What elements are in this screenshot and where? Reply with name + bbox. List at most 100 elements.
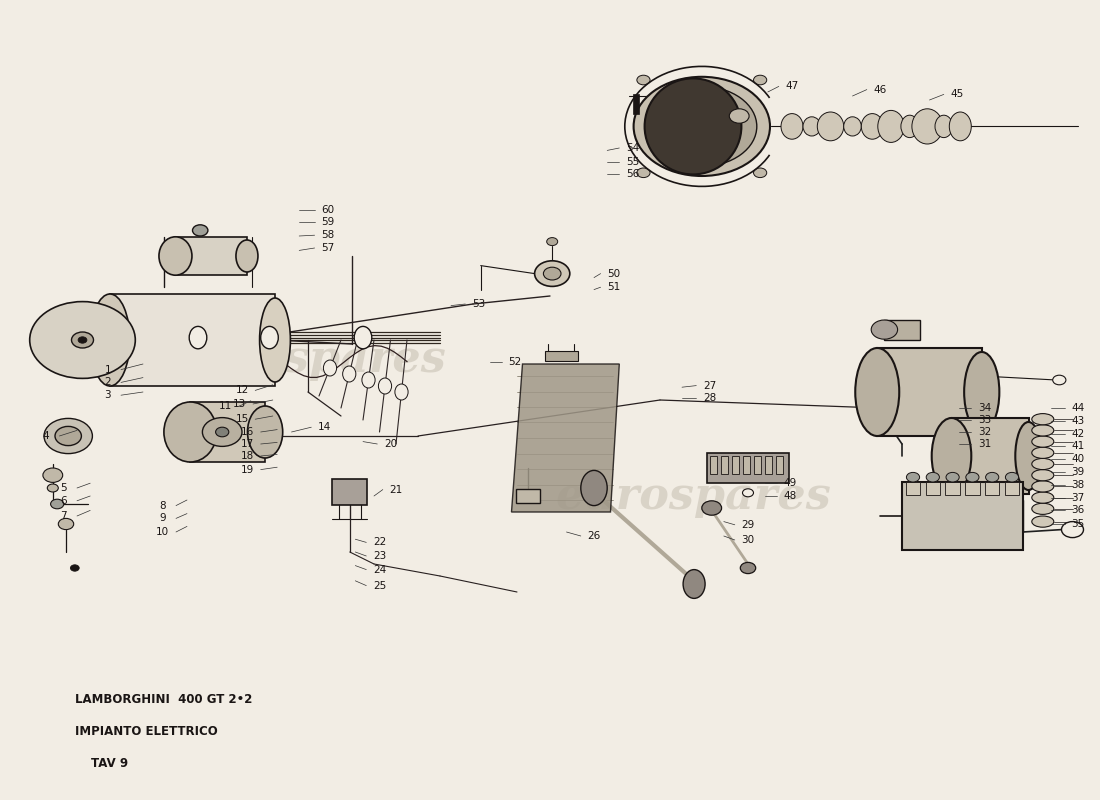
Text: 56: 56 [626, 170, 639, 179]
Text: 57: 57 [321, 243, 334, 253]
Ellipse shape [1032, 481, 1054, 492]
Ellipse shape [189, 326, 207, 349]
Ellipse shape [1032, 492, 1054, 503]
Ellipse shape [164, 402, 217, 462]
Circle shape [51, 499, 64, 509]
Bar [632, 94, 639, 114]
Text: 9: 9 [160, 514, 166, 523]
Ellipse shape [362, 372, 375, 388]
Text: 39: 39 [1071, 467, 1085, 477]
Text: 41: 41 [1071, 442, 1085, 451]
Text: 54: 54 [626, 143, 639, 153]
Ellipse shape [901, 115, 918, 138]
Text: 36: 36 [1071, 506, 1085, 515]
Ellipse shape [395, 384, 408, 400]
Bar [906, 482, 921, 494]
Text: 35: 35 [1071, 519, 1085, 529]
Ellipse shape [861, 114, 883, 139]
Bar [776, 456, 783, 474]
Ellipse shape [1032, 470, 1054, 481]
Bar [946, 482, 959, 494]
Text: 31: 31 [978, 439, 991, 449]
Text: 58: 58 [321, 230, 334, 240]
Circle shape [535, 261, 570, 286]
Text: 6: 6 [60, 496, 67, 506]
Text: 1: 1 [104, 365, 111, 374]
Text: eurospares: eurospares [556, 474, 830, 518]
Circle shape [70, 565, 79, 571]
Ellipse shape [645, 78, 741, 174]
Text: 5: 5 [60, 483, 67, 493]
Text: 33: 33 [978, 415, 991, 425]
Text: 26: 26 [587, 531, 601, 541]
Circle shape [702, 501, 722, 515]
Ellipse shape [912, 109, 943, 144]
Circle shape [946, 472, 959, 482]
Text: 43: 43 [1071, 416, 1085, 426]
Text: 18: 18 [241, 451, 254, 461]
Bar [742, 456, 750, 474]
Text: 45: 45 [950, 90, 964, 99]
Text: 19: 19 [241, 465, 254, 474]
Text: 37: 37 [1071, 493, 1085, 502]
Circle shape [966, 472, 979, 482]
Bar [110, 294, 275, 386]
Text: 51: 51 [607, 282, 620, 292]
Ellipse shape [1015, 422, 1042, 490]
Circle shape [30, 302, 135, 378]
Bar [884, 319, 920, 339]
Text: 25: 25 [373, 581, 386, 590]
Ellipse shape [781, 114, 803, 139]
Text: 15: 15 [235, 414, 249, 424]
Circle shape [192, 225, 208, 236]
Bar [190, 402, 265, 462]
Ellipse shape [844, 117, 861, 136]
Text: 29: 29 [741, 520, 755, 530]
Ellipse shape [323, 360, 337, 376]
Circle shape [637, 168, 650, 178]
Circle shape [740, 562, 756, 574]
Ellipse shape [932, 418, 971, 494]
Bar [176, 237, 246, 275]
Ellipse shape [378, 378, 392, 394]
Bar [902, 482, 1023, 550]
Text: 48: 48 [783, 491, 796, 501]
Circle shape [216, 427, 229, 437]
Bar [966, 482, 979, 494]
Text: 50: 50 [607, 269, 620, 278]
Ellipse shape [817, 112, 844, 141]
Bar [732, 456, 739, 474]
Circle shape [72, 332, 94, 348]
Ellipse shape [343, 366, 356, 382]
Text: 12: 12 [235, 386, 249, 395]
Ellipse shape [803, 117, 821, 136]
Circle shape [634, 77, 770, 176]
Text: 2: 2 [104, 378, 111, 387]
Text: eurospares: eurospares [170, 338, 446, 382]
Circle shape [58, 518, 74, 530]
Bar [764, 456, 772, 474]
Circle shape [754, 168, 767, 178]
Text: 3: 3 [104, 390, 111, 400]
Circle shape [906, 472, 920, 482]
Circle shape [729, 109, 749, 123]
Bar [952, 418, 1028, 494]
Ellipse shape [1032, 516, 1054, 527]
Text: 60: 60 [321, 205, 334, 214]
Text: LAMBORGHINI  400 GT 2•2: LAMBORGHINI 400 GT 2•2 [75, 693, 252, 706]
Ellipse shape [248, 406, 283, 458]
Circle shape [926, 472, 939, 482]
Text: 27: 27 [703, 381, 716, 390]
Text: 42: 42 [1071, 429, 1085, 438]
Ellipse shape [1032, 458, 1054, 470]
Text: 16: 16 [241, 427, 254, 437]
Text: 4: 4 [43, 431, 50, 441]
Text: 44: 44 [1071, 403, 1085, 413]
Text: 28: 28 [703, 394, 716, 403]
Circle shape [742, 489, 754, 497]
Ellipse shape [878, 110, 904, 142]
Text: 8: 8 [160, 501, 166, 510]
Text: 20: 20 [384, 439, 397, 449]
Text: 21: 21 [389, 485, 403, 494]
Ellipse shape [260, 298, 290, 382]
